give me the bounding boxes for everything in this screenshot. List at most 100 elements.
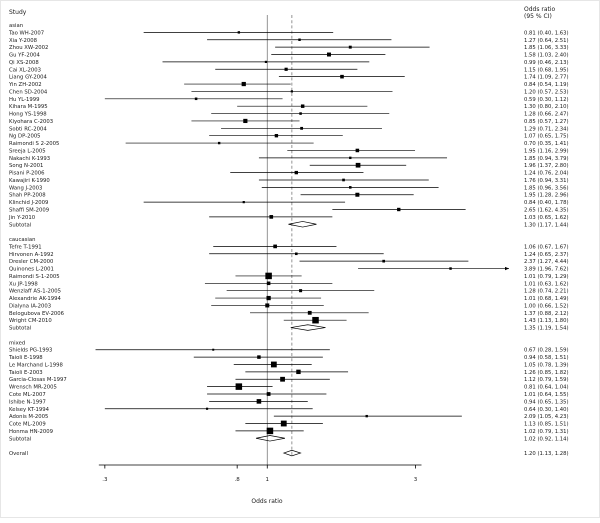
study-label: Gu YF-2004 [9,53,40,59]
study-label: Tao WH-2007 [8,30,44,36]
study-label: Dialyna IA-2003 [9,303,51,309]
study-label: Xia Y-2008 [9,38,38,44]
or-marker [340,74,344,79]
study-label: Hu YL-1999 [9,97,40,103]
study-label: Wright CM-2010 [9,318,52,324]
x-axis-title: Odds ratio [251,498,283,505]
or-marker [273,244,277,249]
or-ci-value: 1.01 (0.68, 1.49) [524,296,569,302]
study-label: Zhou XW-2002 [9,45,48,51]
x-axis-tick-label: .8 [235,477,241,483]
study-label: Kawajiri K-1990 [9,178,50,184]
or-marker [243,118,248,124]
or-marker [269,215,274,219]
study-label: Kelsey KT-1994 [9,407,50,413]
or-ci-value: 1.01 (0.63, 1.62) [524,281,569,287]
or-marker [284,67,288,71]
study-label: Tefre T-1991 [8,244,42,250]
or-ci-value: 1.07 (0.65, 1.75) [524,134,569,140]
or-marker [449,267,452,270]
or-ci-value: 1.26 (0.85, 1.82) [524,370,569,376]
study-label: Shaffi SM-2009 [9,208,49,214]
subtotal-label: Subtotal [9,222,31,228]
x-axis-tick-label: 3 [414,477,418,483]
or-marker [355,192,360,197]
or-marker [270,361,277,368]
or-ci-value: 1.28 (0.74, 2.21) [524,289,569,295]
study-label: Chen SD-2004 [9,89,48,95]
study-label: Dresler CM-2000 [9,259,54,265]
or-marker [342,178,345,182]
study-label: Alexandrie AK-1994 [9,296,62,302]
overall-diamond [282,449,302,457]
or-ci-value: 0.67 (0.28, 1.59) [524,348,569,354]
or-ci-value: 1.05 (0.78, 1.39) [524,362,569,368]
or-marker [265,303,270,308]
or-marker [266,281,271,286]
study-label: Yin ZH-2002 [8,82,42,88]
or-marker [298,38,301,41]
or-marker [194,97,198,101]
or-ci-value: 1.43 (1.13, 1.80) [524,318,569,324]
or-marker [299,112,302,115]
study-label: Taioli E-1998 [8,355,43,361]
or-ci-value: 1.01 (0.79, 1.29) [524,274,569,280]
or-marker [205,407,209,410]
study-label: Jin Y-2010 [8,215,36,221]
study-label: Sreeja L-2005 [9,148,46,154]
study-label: Xu JP-1998 [9,281,38,287]
study-label: Kihara M-1995 [9,104,48,110]
or-marker [266,427,274,435]
study-column-header: Study [9,9,27,16]
or-ci-value: 1.85 (1.06, 3.33) [524,45,569,51]
or-marker [294,170,298,175]
or-marker [241,81,246,87]
or-ci-value: 2.09 (1.05, 4.23) [524,414,569,420]
or-marker [265,272,272,280]
or-ci-value: 1.06 (0.67, 1.67) [524,244,569,250]
or-ci-value: 2.37 (1.27, 4.44) [524,259,569,265]
or-ci-value: 0.84 (0.54, 1.19) [524,82,569,88]
study-label: Ishibe N-1997 [9,399,46,405]
or-ci-value: 0.85 (0.57, 1.27) [524,119,569,125]
study-label: Cote ML-2007 [9,392,46,398]
ci-clip-arrow [505,266,509,271]
or-marker [296,369,301,375]
study-label: Raimondi S 2-2005 [9,141,59,147]
study-label: Sobti RC-2004 [9,126,47,132]
or-ci-value: 0.84 (0.40, 1.78) [524,200,569,206]
or-ci-value: 1.24 (0.65, 2.37) [524,252,569,258]
or-marker [266,392,271,396]
study-label: Wrensch MR-2005 [9,385,57,391]
study-label: Taioli E-2003 [8,370,43,376]
or-marker [217,141,221,145]
or-marker [237,31,241,34]
x-axis-tick-label: 1 [266,477,270,483]
subtotal-diamond [290,324,326,331]
study-label: Liang GY-2004 [9,75,48,81]
study-label: Cote ML-2009 [9,422,46,428]
or-ci-value: 0.99 (0.46, 2.13) [524,60,569,66]
study-label: Garcia-Closas M-1997 [9,377,67,383]
subtotal-value: 1.02 (0.92, 1.14) [524,436,569,442]
study-label: Adonis M-2005 [9,414,48,420]
or-marker [355,148,360,153]
or-marker [235,383,243,390]
or-ci-value: 2.65 (1.62, 4.35) [524,208,569,214]
or-ci-value: 1.01 (0.64, 1.55) [524,392,569,398]
or-ci-value: 1.85 (0.94, 3.79) [524,156,569,162]
or-ci-value: 1.12 (0.79, 1.59) [524,377,569,383]
subtotal-label: Subtotal [9,326,31,332]
or-ci-value: 1.76 (0.94, 3.31) [524,178,569,184]
or-ci-value: 1.03 (0.65, 1.62) [524,215,569,221]
or-ci-value: 1.15 (0.68, 1.95) [524,67,569,73]
study-label: Wenzlaff AS-1-2005 [9,289,61,295]
or-ci-value: 0.64 (0.30, 1.40) [524,407,569,413]
subtotal-label: Subtotal [9,436,31,442]
or-marker [348,186,352,189]
study-label: Raimondi S-1-2005 [9,274,60,280]
or-marker [264,60,268,63]
